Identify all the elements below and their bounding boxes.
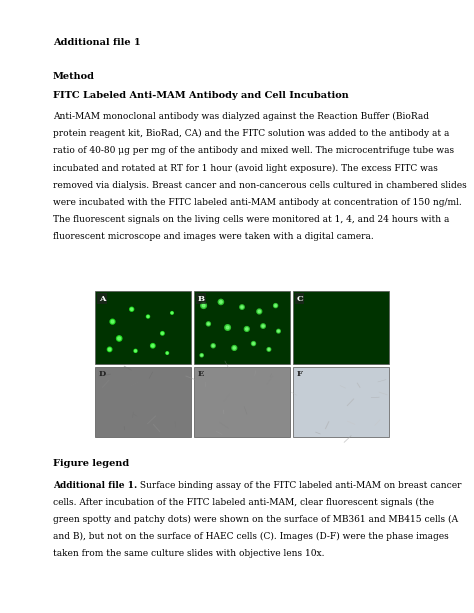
Circle shape [166, 352, 168, 354]
Bar [293, 367, 389, 436]
Circle shape [226, 326, 229, 329]
Circle shape [111, 321, 114, 323]
Circle shape [171, 312, 173, 314]
Text: green spotty and patchy dots) were shown on the surface of MB361 and MB415 cells: green spotty and patchy dots) were shown… [53, 515, 458, 524]
Circle shape [218, 299, 223, 305]
Circle shape [277, 329, 280, 333]
Circle shape [241, 306, 243, 308]
Bar [95, 367, 191, 436]
Text: A: A [99, 294, 105, 302]
Circle shape [151, 343, 155, 348]
Circle shape [225, 325, 230, 330]
Text: fluorescent microscope and images were taken with a digital camera.: fluorescent microscope and images were t… [53, 232, 374, 242]
Text: FITC Labeled Anti-MAM Antibody and Cell Incubation: FITC Labeled Anti-MAM Antibody and Cell … [53, 91, 349, 100]
Circle shape [274, 305, 277, 306]
Circle shape [130, 307, 134, 311]
Text: cells. After incubation of the FITC labeled anti-MAM, clear fluorescent signals : cells. After incubation of the FITC labe… [53, 498, 434, 507]
Circle shape [253, 343, 255, 345]
Text: were incubated with the FITC labeled anti-MAM antibody at concentration of 150 n: were incubated with the FITC labeled ant… [53, 198, 462, 207]
Circle shape [108, 347, 112, 352]
Circle shape [147, 316, 149, 318]
Bar [95, 291, 191, 364]
Circle shape [211, 344, 215, 348]
Circle shape [135, 350, 137, 352]
Bar [293, 291, 389, 364]
Text: C: C [296, 294, 303, 302]
Circle shape [131, 308, 133, 310]
Circle shape [267, 348, 271, 351]
Circle shape [252, 341, 255, 346]
Text: F: F [296, 370, 302, 378]
Text: ratio of 40-80 μg per mg of the antibody and mixed well. The microcentrifuge tub: ratio of 40-80 μg per mg of the antibody… [53, 147, 454, 156]
Text: protein reagent kit, BioRad, CA) and the FITC solution was added to the antibody: protein reagent kit, BioRad, CA) and the… [53, 129, 449, 139]
Text: E: E [198, 370, 204, 378]
Circle shape [171, 311, 173, 314]
Circle shape [117, 336, 122, 341]
Circle shape [261, 324, 265, 328]
Circle shape [233, 347, 236, 349]
Text: removed via dialysis. Breast cancer and non-cancerous cells cultured in chambere: removed via dialysis. Breast cancer and … [53, 181, 467, 190]
Circle shape [258, 310, 261, 313]
Circle shape [245, 327, 249, 332]
Circle shape [201, 354, 202, 356]
Text: Figure legend: Figure legend [53, 459, 129, 468]
Text: and B), but not on the surface of HAEC cells (C). Images (D-F) were the phase im: and B), but not on the surface of HAEC c… [53, 532, 449, 541]
Circle shape [212, 345, 214, 347]
Circle shape [208, 323, 210, 325]
Circle shape [152, 345, 154, 347]
Circle shape [200, 354, 203, 357]
Circle shape [202, 304, 205, 307]
Text: Additional file 1.: Additional file 1. [53, 481, 137, 490]
Circle shape [206, 322, 210, 326]
Circle shape [273, 303, 278, 308]
Circle shape [162, 332, 164, 334]
Text: The fluorescent signals on the living cells were monitored at 1, 4, and 24 hours: The fluorescent signals on the living ce… [53, 215, 449, 224]
Bar [194, 291, 290, 364]
Circle shape [246, 328, 248, 330]
Text: Surface binding assay of the FITC labeled anti-MAM on breast cancer: Surface binding assay of the FITC labele… [137, 481, 462, 490]
Text: incubated and rotated at RT for 1 hour (avoid light exposure). The excess FITC w: incubated and rotated at RT for 1 hour (… [53, 164, 438, 173]
Circle shape [219, 300, 222, 303]
Circle shape [110, 319, 115, 324]
Circle shape [257, 309, 262, 314]
Text: B: B [198, 294, 205, 302]
Bar [194, 367, 290, 436]
Circle shape [146, 315, 149, 318]
Circle shape [109, 348, 111, 351]
Text: Method: Method [53, 72, 95, 81]
Circle shape [201, 303, 206, 308]
Text: Anti-MAM monoclonal antibody was dialyzed against the Reaction Buffer (BioRad: Anti-MAM monoclonal antibody was dialyze… [53, 112, 429, 121]
Circle shape [240, 305, 244, 310]
Circle shape [166, 352, 169, 354]
Text: taken from the same culture slides with objective lens 10x.: taken from the same culture slides with … [53, 549, 325, 558]
Circle shape [278, 330, 279, 332]
Circle shape [134, 349, 137, 352]
Circle shape [262, 325, 264, 327]
Circle shape [118, 337, 121, 340]
Circle shape [268, 349, 270, 350]
Text: D: D [99, 370, 106, 378]
Circle shape [232, 346, 237, 351]
Circle shape [161, 332, 164, 335]
Text: Additional file 1: Additional file 1 [53, 38, 141, 47]
